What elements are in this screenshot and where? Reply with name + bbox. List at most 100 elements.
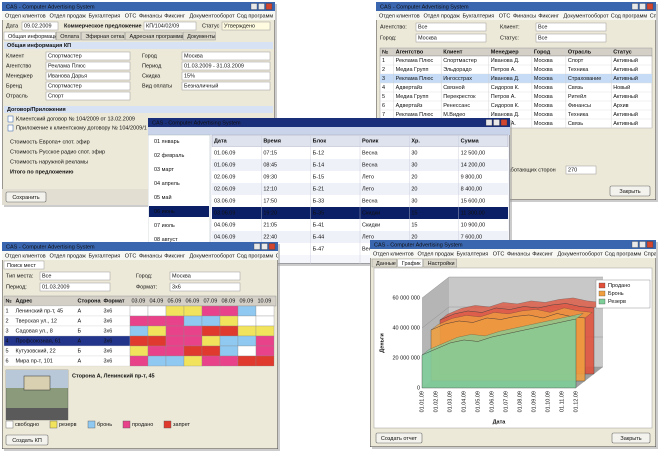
cell: Спорт: [568, 58, 584, 64]
menu-item: Отдел продаж: [418, 251, 455, 257]
x-tick-label: 01.12.09: [573, 391, 579, 412]
column-header: Адрес: [16, 299, 33, 305]
tab[interactable]: [182, 31, 216, 41]
cell: A: [78, 339, 82, 345]
cell: Б-21: [313, 187, 325, 193]
tab[interactable]: [125, 31, 183, 41]
month-item: 01 январь: [154, 139, 180, 145]
filter-value: Все: [418, 25, 427, 31]
window-control[interactable]: [500, 119, 508, 126]
window-control[interactable]: [268, 243, 276, 250]
field-box: [181, 71, 271, 81]
cell: 20: [411, 175, 417, 181]
occupancy-cell: [165, 305, 185, 317]
tab-label: Оплата: [60, 34, 80, 40]
cell: М.Видео: [443, 112, 465, 118]
label: Статус:: [500, 35, 519, 41]
cell: Активный: [613, 75, 638, 82]
window-control[interactable]: [646, 3, 654, 10]
legend-swatch: [598, 290, 606, 297]
window-control[interactable]: [639, 3, 646, 10]
button[interactable]: [375, 432, 423, 444]
cell: Москва: [534, 67, 554, 73]
button[interactable]: [5, 434, 49, 446]
occupancy-cell: [237, 315, 257, 327]
window-control[interactable]: [250, 3, 258, 10]
period-header: 03.09: [132, 299, 146, 305]
occupancy-cell: [147, 345, 167, 357]
window-control[interactable]: [631, 3, 639, 10]
field-box: [21, 21, 59, 31]
x-tick-label: 01.10.09: [545, 391, 551, 412]
window-control[interactable]: [261, 243, 268, 250]
selected-month[interactable]: [149, 206, 209, 217]
menu-item: Справочники: [650, 13, 658, 19]
occupancy-cell: [219, 345, 239, 357]
occupancy-cell: [255, 315, 275, 327]
cell: 15: [411, 211, 417, 217]
cell: 7: [382, 112, 385, 118]
tab[interactable]: [423, 258, 457, 268]
tab-label: Настройки: [428, 260, 455, 267]
cell: Активный: [613, 57, 638, 64]
legend-swatch: [163, 420, 172, 429]
cell: Москва: [534, 121, 554, 127]
label: 09.02.2009: [24, 24, 52, 30]
tab[interactable]: [371, 258, 397, 268]
window: CAS - Computer Advertising System Отдел к…: [370, 240, 656, 447]
field-box: [45, 51, 131, 61]
x-tick-label: 01.04.09: [461, 391, 467, 412]
cell: Москва: [534, 76, 554, 82]
window-control[interactable]: [646, 241, 654, 248]
legend-label: резерв: [59, 422, 77, 428]
label: Отрасль: [6, 93, 28, 99]
window-control[interactable]: [265, 3, 273, 10]
cell: Б-44: [313, 235, 325, 241]
occupancy-cell: [183, 325, 203, 337]
menu-item: Финансы: [139, 253, 162, 259]
window-control[interactable]: [258, 3, 265, 10]
tab[interactable]: [3, 31, 56, 41]
occupancy-cell: [165, 335, 185, 347]
cell: Б-41: [313, 223, 325, 229]
window-control[interactable]: [253, 243, 261, 250]
selected-row[interactable]: [380, 74, 652, 83]
menu-bar: [376, 11, 656, 20]
window: CAS - Computer Advertising System Отдел к…: [2, 242, 278, 449]
tab[interactable]: [81, 31, 125, 41]
cell: Медиа Групп: [396, 67, 429, 73]
label: Агентство:: [380, 24, 407, 30]
tab[interactable]: [397, 258, 423, 268]
field-value: Иванова Дарья: [48, 74, 87, 80]
menu-item: Сод программ: [237, 253, 274, 259]
menu-bar: [2, 11, 275, 20]
button[interactable]: [609, 185, 651, 197]
cell: 20: [411, 187, 417, 193]
button[interactable]: [5, 191, 47, 203]
tab[interactable]: [3, 260, 45, 270]
menu-item: Справочники: [276, 13, 309, 19]
column-header: Сумма: [461, 138, 480, 144]
window-control[interactable]: [631, 241, 639, 248]
window-control[interactable]: [639, 241, 646, 248]
button[interactable]: [611, 432, 651, 444]
cell: Финансы: [568, 103, 591, 109]
occupancy-cell: [255, 325, 275, 337]
cell: 22:40: [263, 235, 277, 241]
section-bar: [4, 42, 273, 49]
cell: 3x6: [104, 349, 113, 355]
occupancy-cell: [255, 355, 275, 367]
occupancy-cell: [147, 305, 167, 317]
cell: A: [78, 359, 82, 365]
field-value: 15%: [184, 74, 195, 80]
cell: Москва: [534, 58, 554, 64]
menu-item: ОТС: [493, 251, 505, 257]
label: Бренд: [6, 83, 23, 89]
occupancy-cell: [255, 345, 275, 357]
tab[interactable]: [56, 31, 81, 41]
window-control[interactable]: [493, 119, 500, 126]
x-tick-label: 01.05.09: [475, 391, 481, 412]
window-control[interactable]: [485, 119, 493, 126]
menu-item: Отдел продаж: [424, 13, 461, 19]
field-value: Спорт: [48, 94, 64, 100]
